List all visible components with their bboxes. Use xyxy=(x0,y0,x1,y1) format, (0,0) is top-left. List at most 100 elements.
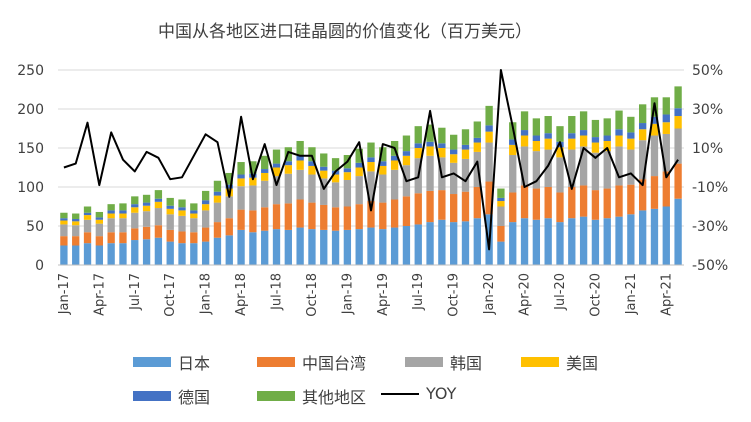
bar-segment-5 xyxy=(83,206,92,213)
bar-segment-3 xyxy=(95,219,104,224)
bar-segment-0 xyxy=(331,230,340,265)
y-right-tick-label: -30% xyxy=(692,219,728,235)
bar-segment-3 xyxy=(662,122,670,134)
bar-segment-3 xyxy=(72,221,80,226)
y-right-tick-label: 30% xyxy=(692,102,723,118)
bar-segment-0 xyxy=(95,245,104,265)
bar-segment-0 xyxy=(650,208,659,265)
legend-item-germany: 德国 xyxy=(133,384,210,408)
bar-segment-4 xyxy=(201,200,210,205)
y-right-tick-label: -50% xyxy=(692,258,728,274)
bar-segment-4 xyxy=(355,162,363,168)
bar-segment-4 xyxy=(544,133,552,139)
bar-segment-1 xyxy=(131,228,139,241)
bar-segment-4 xyxy=(532,135,541,141)
bar-segment-0 xyxy=(296,227,304,265)
bar-segment-1 xyxy=(544,187,552,219)
bar-segment-0 xyxy=(320,229,328,265)
y-left-tick-label: 200 xyxy=(17,102,44,118)
x-axis: Jan-17 Apr-17 Jul-17 Oct-17 Jan-18 Apr-18 Jul-… xyxy=(57,264,684,317)
bar-segment-1 xyxy=(509,192,517,223)
bar-segment-0 xyxy=(131,240,139,265)
bar-segment-2 xyxy=(166,214,174,230)
bar-segment-1 xyxy=(591,190,600,220)
bar-segment-4 xyxy=(296,155,304,161)
bar-segment-2 xyxy=(367,171,375,202)
bar-segment-2 xyxy=(485,142,493,182)
x-tick-label: Jan-18 xyxy=(199,273,214,315)
bar-segment-0 xyxy=(190,243,198,265)
bar-segment-3 xyxy=(272,167,281,177)
bar-segment-5 xyxy=(544,116,552,134)
legend-swatch-germany xyxy=(133,391,171,401)
bar-segment-4 xyxy=(638,123,647,130)
bar-segment-1 xyxy=(674,163,682,199)
bar-segment-0 xyxy=(603,218,611,265)
bar-segment-0 xyxy=(83,243,92,265)
bar-segment-1 xyxy=(461,191,470,222)
legend-item-usa: 美国 xyxy=(521,350,598,374)
bar-segment-1 xyxy=(190,232,198,244)
bar-segment-5 xyxy=(603,118,611,136)
bar-segment-0 xyxy=(638,210,647,265)
bar-segment-1 xyxy=(615,185,623,217)
bar-segment-1 xyxy=(650,176,659,209)
bar-segment-3 xyxy=(579,135,588,147)
bar-segment-1 xyxy=(579,185,588,217)
bar-segment-4 xyxy=(568,133,576,139)
bar-segment-0 xyxy=(414,224,422,265)
bar-segment-3 xyxy=(461,149,470,159)
bar-segment-5 xyxy=(367,142,375,158)
legend-item-japan: 日本 xyxy=(133,350,210,374)
bar-segment-1 xyxy=(320,204,328,230)
bar-segment-3 xyxy=(296,160,304,170)
bar-segment-4 xyxy=(662,114,670,123)
bar-segment-4 xyxy=(627,132,635,139)
bar-segment-4 xyxy=(320,166,328,171)
bar-segment-0 xyxy=(390,227,399,265)
legend-label-other: 其他地区 xyxy=(302,388,367,407)
bar-segment-2 xyxy=(272,176,281,205)
bar-segment-3 xyxy=(638,129,647,141)
bar-segment-4 xyxy=(95,217,104,220)
bar-segment-5 xyxy=(225,172,233,185)
bar-segment-5 xyxy=(426,124,434,142)
bar-segment-0 xyxy=(438,219,446,265)
x-tick-label: Oct-18 xyxy=(305,273,320,317)
bar-segment-0 xyxy=(355,229,363,265)
bar-segment-0 xyxy=(225,235,233,265)
bar-segment-1 xyxy=(213,222,222,238)
bar-segment-0 xyxy=(402,226,411,265)
bar-segment-5 xyxy=(178,199,186,208)
bar-segment-5 xyxy=(662,97,670,115)
x-tick-label: Apr-19 xyxy=(376,273,391,316)
bar-segment-5 xyxy=(674,86,682,109)
bar-segment-1 xyxy=(107,232,115,244)
bar-segment-1 xyxy=(568,187,576,219)
bar-segment-0 xyxy=(72,245,80,265)
bar-segment-1 xyxy=(119,232,127,244)
bar-segment-3 xyxy=(355,167,363,177)
x-tick-label: Oct-20 xyxy=(588,273,603,317)
bar-segment-2 xyxy=(674,128,682,164)
bar-segment-5 xyxy=(249,161,257,174)
bar-segment-5 xyxy=(615,110,623,130)
bar-segment-4 xyxy=(450,149,458,155)
bar-segment-3 xyxy=(438,148,446,158)
bar-segment-3 xyxy=(367,162,375,172)
bar-segment-1 xyxy=(201,227,210,242)
bar-segment-2 xyxy=(190,218,198,233)
x-tick-label: Apr-21 xyxy=(659,273,674,316)
bar-segment-1 xyxy=(450,194,458,223)
bar-segment-5 xyxy=(296,140,304,156)
bar-segment-3 xyxy=(201,204,210,211)
bar-segment-2 xyxy=(261,180,269,208)
bar-segment-2 xyxy=(379,174,387,203)
bar-segment-3 xyxy=(544,138,552,150)
x-tick-label: Jan-19 xyxy=(340,273,355,315)
y-left-tick-label: 0 xyxy=(35,258,44,274)
bar-segment-2 xyxy=(72,225,80,237)
bar-segment-4 xyxy=(178,207,186,211)
x-tick-label: Apr-18 xyxy=(234,273,249,316)
